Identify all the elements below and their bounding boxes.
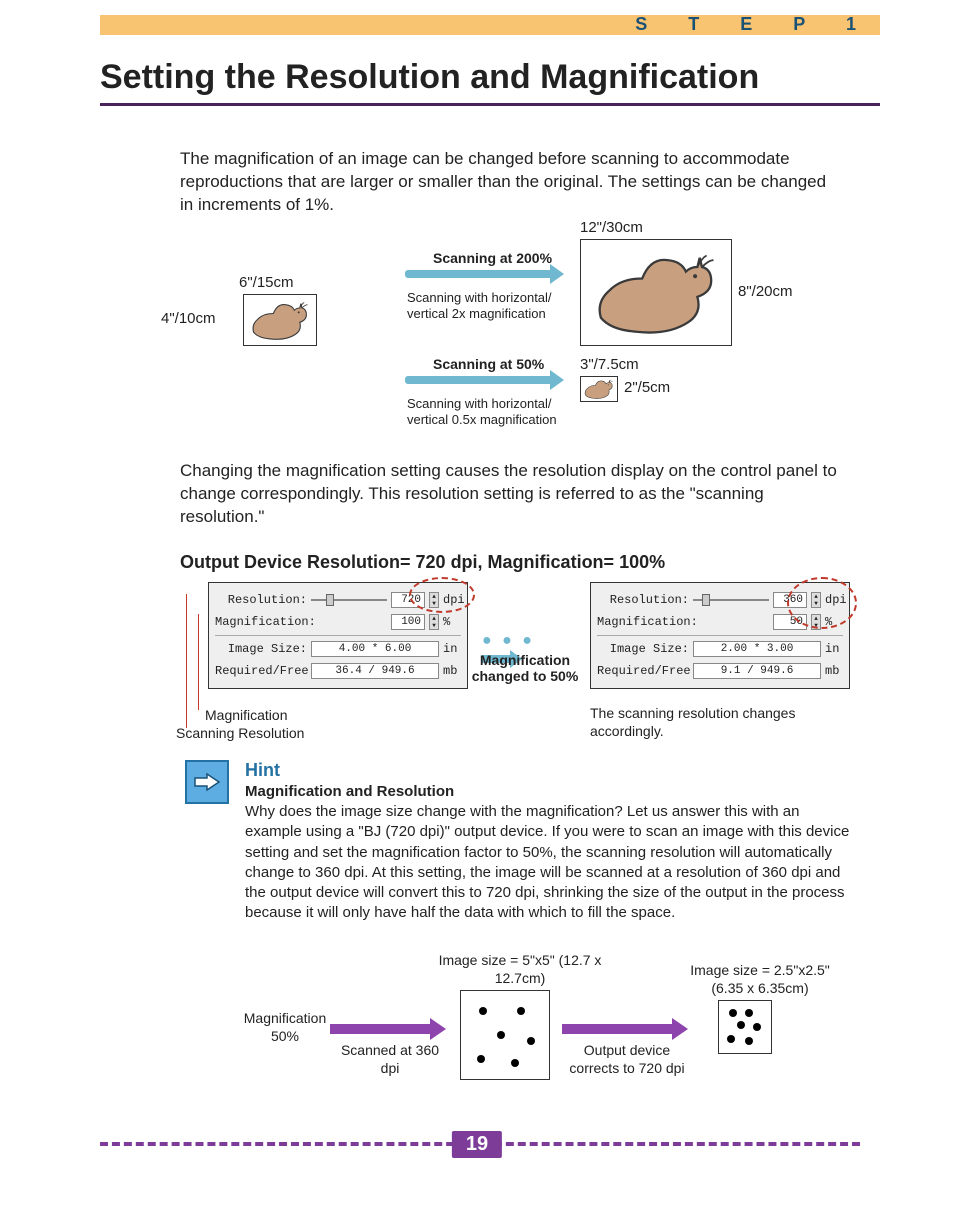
d2-arrow-scan [330,1024,430,1034]
arrow-scan-50-label: Scanning at 50% [433,356,544,372]
resolution-label: Resolution: [597,593,689,607]
hint-title: Hint [245,760,855,781]
d2-arrow-scan-label: Scanned at 360 dpi [330,1042,450,1077]
resolution-label: Resolution: [215,593,307,607]
seal-reduced-width-label: 3"/7.5cm [580,356,678,373]
note-magnification: Magnification [205,706,288,724]
required-free-unit: mb [825,664,843,678]
d2-magnification-label: Magnification 50% [230,1010,340,1045]
lead-line-scan [186,594,187,728]
d2-box-output-title: Image size = 2.5"x2.5" (6.35 x 6.35cm) [678,962,842,997]
page-number: 19 [452,1131,502,1158]
required-free-value: 9.1 / 949.6 [693,663,821,679]
magnification-change-label: Magnification changed to 50% [470,652,580,684]
image-size-unit: in [443,642,461,656]
required-free-unit: mb [443,664,461,678]
seal-enlarged [580,239,732,346]
highlight-circle [409,577,475,613]
intro-paragraph: The magnification of an image can be cha… [180,148,840,217]
image-size-value: 2.00 * 3.00 [693,641,821,657]
d2-box-scanned [460,990,550,1080]
note-scanning-resolution: Scanning Resolution [176,724,304,742]
control-panels: Resolution: 720 ▲▼ dpi Magnification: 10… [180,582,860,722]
seal-reduced-height-label: 2"/5cm [624,379,670,396]
seal-enlarged-height-label: 8"/20cm [738,283,793,300]
seal-original-height-label: 4"/10cm [161,310,216,327]
required-free-label: Required/Free: [597,664,689,678]
image-size-label: Image Size: [597,642,689,656]
step-label: S T E P 1 [635,14,874,35]
lead-line-mag [198,614,199,710]
note-right: The scanning resolution changes accordin… [590,704,840,740]
seal-scaling-diagram: 4"/10cm 6"/15cmScanning at 200%Scanning … [180,224,840,444]
spinner-icon[interactable]: ▲▼ [429,614,439,630]
arrow-scan-200-label: Scanning at 200% [433,250,552,266]
highlight-circle [787,577,857,629]
resolution-slider[interactable] [311,596,387,604]
arrow-scan-200 [405,270,550,278]
hint-subtitle: Magnification and Resolution [245,783,855,800]
d2-arrow-output [562,1024,672,1034]
image-size-value: 4.00 * 6.00 [311,641,439,657]
panel-left: Resolution: 720 ▲▼ dpi Magnification: 10… [208,582,468,689]
magnification-unit: % [443,615,461,629]
paragraph-resolution-change: Changing the magnification setting cause… [180,460,840,529]
seal-original-width-label: 6"/15cm [239,274,294,291]
dpi-correction-diagram: Magnification 50%Scanned at 360 dpi Image… [200,960,860,1100]
required-free-value: 36.4 / 949.6 [311,663,439,679]
image-size-unit: in [825,642,843,656]
required-free-label: Required/Free: [215,664,307,678]
hint-arrow-icon [185,760,229,804]
seal-enlarged-width-label: 12"/30cm [580,219,792,236]
hint-body: Why does the image size change with the … [245,802,855,924]
page-title: Setting the Resolution and Magnification [100,58,880,106]
sub-heading: Output Device Resolution= 720 dpi, Magni… [180,552,665,573]
d2-box-scanned-title: Image size = 5"x5" (12.7 x 12.7cm) [420,952,620,987]
hint-block: Hint Magnification and Resolution Why do… [185,760,855,924]
d2-arrow-output-label: Output device corrects to 720 dpi [562,1042,692,1077]
magnification-label: Magnification: [597,615,689,629]
magnification-label: Magnification: [215,615,307,629]
image-size-label: Image Size: [215,642,307,656]
arrow-scan-50 [405,376,550,384]
panel-right: Resolution: 360 ▲▼ dpi Magnification: 50… [590,582,850,689]
d2-box-output [718,1000,772,1054]
seal-reduced [580,376,618,402]
resolution-slider[interactable] [693,596,769,604]
magnification-value[interactable]: 100 [391,614,425,630]
seal-original [243,294,317,346]
